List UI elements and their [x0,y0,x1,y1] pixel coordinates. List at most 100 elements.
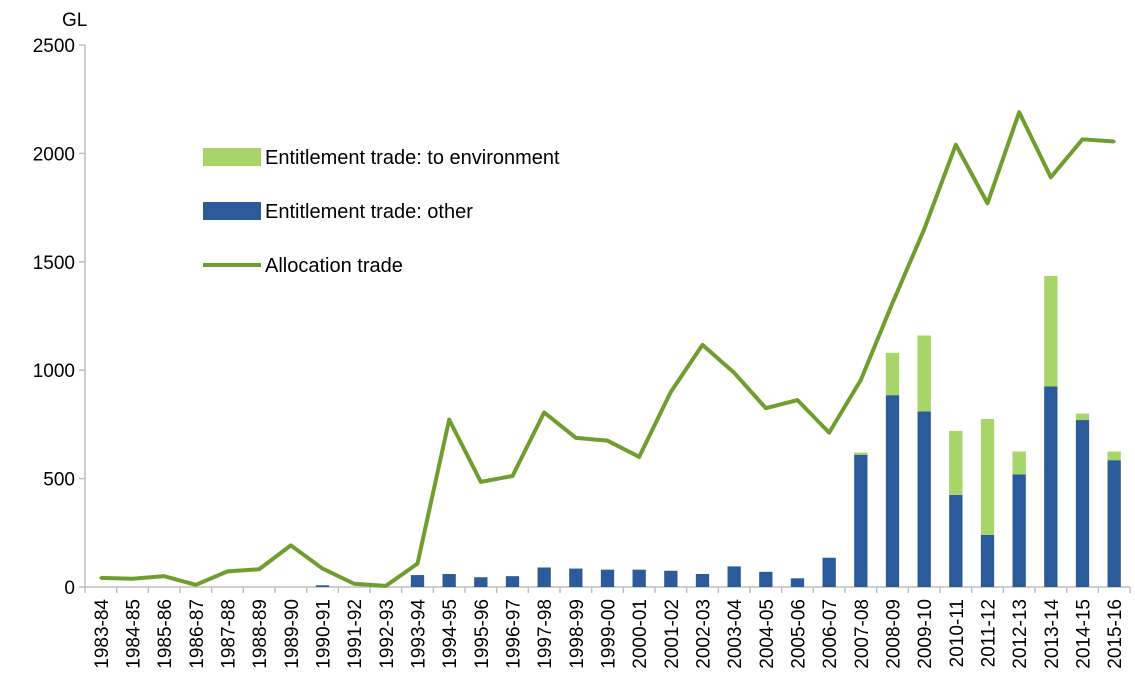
bar-entitlement-trade-other [885,395,900,587]
bar-entitlement-trade-other [980,534,995,587]
line-point [226,569,229,573]
x-tick-label: 2014-15 [1074,599,1095,669]
bar-entitlement-trade-other [632,569,646,587]
line-point [257,567,261,571]
x-tick-label: 1994-95 [440,599,461,669]
x-tick-label: 2001-02 [662,599,683,669]
bar-entitlement-trade-other [1075,420,1090,587]
line-point [416,562,419,566]
bar-entitlement-trade-other [505,576,520,587]
bar-entitlement-trade-other [537,567,551,587]
x-tick-label: 1992-93 [377,599,398,669]
bar-entitlement-trade-other [442,573,456,587]
line-point [1017,110,1021,114]
x-tick-label: 1989-90 [282,599,303,669]
bar-entitlement-trade-to-environment [1044,275,1058,387]
legend-label: Allocation trade [265,255,403,277]
lines-group [99,110,1116,588]
line-point [796,398,799,402]
bar-entitlement-trade-other [790,578,805,587]
y-tick-label: 1000 [33,361,75,382]
x-tick-label: 1999-00 [599,599,620,669]
bar-entitlement-trade-to-environment [1107,451,1121,461]
x-tick-label: 1984-85 [124,599,145,669]
bar-entitlement-trade-other [917,411,931,587]
x-tick-label: 2010-11 [947,599,968,667]
line-point [321,567,324,571]
bar-entitlement-trade-to-environment [1075,413,1090,421]
x-tick-label: 1997-98 [535,599,556,669]
x-tick-label: 1986-87 [187,599,208,669]
line-point [542,410,546,414]
line-point [194,583,198,587]
y-tick-label: 500 [43,470,75,491]
x-tick-label: 2007-08 [852,599,873,669]
bar-entitlement-trade-other [949,494,963,587]
bar-entitlement-trade-other [410,575,425,587]
line-point [447,418,451,422]
x-tick-label: 1985-86 [155,599,176,669]
x-tick-label: 2008-09 [884,599,905,669]
x-tick-label: 2002-03 [694,599,715,669]
y-tick-label: 2500 [33,36,75,57]
x-tick-label: 2005-06 [789,599,810,669]
x-tick-label: 2011-12 [979,599,1000,667]
bar-entitlement-trade-to-environment [980,418,995,535]
line-point [1081,137,1084,141]
bar-entitlement-trade-to-environment [854,452,868,455]
line-point [859,378,863,382]
line-point [986,201,989,205]
x-tick-label: 1988-89 [250,599,271,669]
line-point [637,455,641,459]
x-tick-label: 1987-88 [219,599,240,669]
line-point [131,577,134,581]
bar-entitlement-trade-other [600,569,615,587]
bar-entitlement-trade-other [1012,474,1026,587]
bar-entitlement-trade-other [569,568,583,587]
legend: Entitlement trade: to environment Entitle… [203,147,560,277]
bar-entitlement-trade-other [664,570,678,587]
legend-swatch [203,148,261,166]
bar-entitlement-trade-to-environment [885,352,900,396]
x-tick-label: 2004-05 [757,599,778,669]
line-point [574,436,578,440]
y-axis: 0 500 1000 1500 2000 2500 [33,36,86,599]
line-point [289,543,293,547]
line-point [1112,139,1116,143]
bar-entitlement-trade-other [474,577,488,587]
y-axis-unit-label: GL [62,10,87,31]
y-tick-label: 1500 [33,253,75,274]
bar-entitlement-trade-to-environment [1012,451,1026,475]
line-point [891,301,894,305]
x-tick-label: 2003-04 [725,599,746,669]
x-tick-label: 2000-01 [630,599,651,669]
line-point [606,439,609,443]
x-tick-label: 1990-91 [314,599,335,669]
bar-entitlement-trade-other [727,566,741,587]
x-tick-label: 1998-99 [567,599,588,669]
x-tick-label: 2012-13 [1010,599,1031,669]
y-tick-label: 0 [64,578,75,599]
x-tick-label: 1983-84 [92,599,113,669]
bar-entitlement-trade-other [695,573,710,587]
line-point [384,584,388,588]
bar-entitlement-trade-other [854,454,868,587]
line-point [479,480,483,484]
bar-entitlement-trade-to-environment [917,335,931,412]
x-tick-label: 2013-14 [1042,599,1063,669]
x-axis: 1983-84 1984-85 1985-86 1986-87 1987-88 1988-… [84,586,1131,669]
bar-entitlement-trade-other [315,585,330,587]
x-tick-label: 1995-96 [472,599,493,669]
x-tick-label: 1993-94 [409,599,430,669]
bars-group [315,275,1121,587]
line-point [669,390,673,394]
line-point [764,406,768,410]
line-point [732,371,736,375]
line-point [511,474,514,478]
x-tick-label: 2006-07 [820,599,841,669]
legend-label: Entitlement trade: other [265,201,473,223]
line-point [827,431,831,435]
line-point [99,576,103,580]
y-tick-label: 2000 [33,144,75,165]
